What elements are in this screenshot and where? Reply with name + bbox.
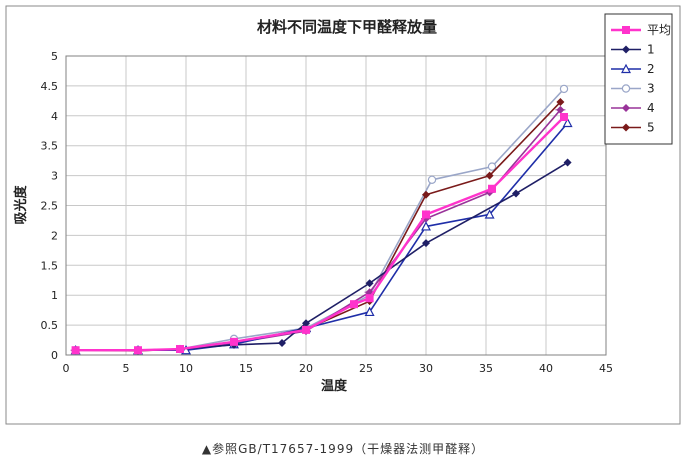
data-point <box>364 306 375 317</box>
chart-title: 材料不同温度下甲醛释放量 <box>257 18 437 36</box>
x-tick-label: 0 <box>63 362 70 375</box>
data-point <box>422 190 430 199</box>
x-tick-label: 5 <box>123 362 130 375</box>
data-point <box>488 184 496 193</box>
y-tick-label: 2 <box>51 229 58 242</box>
y-tick-label: 0 <box>51 349 58 362</box>
data-point <box>512 189 520 198</box>
x-tick-label: 40 <box>539 362 553 375</box>
legend-item: 2 <box>611 62 655 76</box>
y-tick-label: 2.5 <box>41 200 59 213</box>
data-point <box>422 239 430 248</box>
data-point <box>562 117 573 128</box>
legend-item: 4 <box>611 101 655 115</box>
data-point <box>556 98 565 107</box>
x-tick-label: 35 <box>479 362 493 375</box>
series-group <box>70 84 573 355</box>
series-line <box>75 116 565 352</box>
y-tick-label: 1 <box>51 289 58 302</box>
y-tick-label: 4.5 <box>41 80 59 93</box>
legend-label: 5 <box>647 121 655 135</box>
legend-label: 4 <box>647 101 655 115</box>
legend: 平均 1 2 3 4 5 <box>604 13 673 145</box>
legend-label: 平均 <box>647 23 671 37</box>
data-point <box>71 346 80 355</box>
data-point <box>365 279 374 288</box>
data-point <box>555 105 566 114</box>
data-point <box>484 209 495 219</box>
axis-ticks: 0 0.5 1 1.5 2 2.5 3 3.5 4 4.5 5 0 5 10 15 20 25 30 35 40 45 <box>41 50 614 375</box>
data-point <box>422 210 430 219</box>
data-point <box>176 345 184 354</box>
data-point <box>560 112 568 121</box>
data-point <box>427 175 437 184</box>
data-point <box>622 123 630 132</box>
legend-label: 1 <box>647 43 655 57</box>
data-point <box>487 162 497 171</box>
data-point <box>563 158 572 167</box>
legend-item: 5 <box>611 121 655 135</box>
x-tick-label: 30 <box>419 362 433 375</box>
data-point <box>278 339 286 348</box>
data-point <box>421 221 431 231</box>
legend-box <box>604 13 673 145</box>
data-point <box>622 45 630 54</box>
y-axis-label: 吸光度 <box>13 185 29 225</box>
data-point <box>622 26 630 34</box>
chart: 00.511.522.533.544.550 5 10 15 20 25 30 35 40 45 … <box>5 5 681 425</box>
data-point <box>350 300 358 309</box>
data-point <box>302 319 310 328</box>
legend-label: 2 <box>647 62 655 76</box>
legend-label: 3 <box>647 82 655 96</box>
data-point <box>365 294 374 303</box>
legend-item: 平均 <box>611 23 671 37</box>
y-tick-label: 4 <box>51 110 58 123</box>
data-point <box>302 325 310 334</box>
data-point <box>230 337 238 346</box>
figure-caption: ▲参照GB/T17657-1999（干燥器法测甲醛释） <box>201 442 485 456</box>
y-tick-label: 1.5 <box>41 259 59 272</box>
y-tick-label: 3 <box>51 170 58 183</box>
x-tick-label: 15 <box>239 362 253 375</box>
data-point <box>621 104 631 112</box>
y-tick-label: 3.5 <box>41 140 59 153</box>
x-tick-label: 10 <box>179 362 193 375</box>
legend-item: 3 <box>611 82 655 96</box>
x-tick-label: 45 <box>599 362 613 375</box>
x-axis-label: 温度 <box>321 378 348 394</box>
legend-items: 平均 1 2 3 4 5 <box>611 23 671 135</box>
x-tick-label: 20 <box>299 362 313 375</box>
data-point <box>134 346 142 355</box>
plot-area <box>65 55 607 356</box>
data-point <box>559 84 569 94</box>
chart-frame <box>5 5 681 425</box>
y-tick-label: 0.5 <box>41 319 59 332</box>
x-tick-label: 25 <box>359 362 373 375</box>
y-tick-label: 5 <box>51 50 58 63</box>
series-avg <box>71 112 568 355</box>
data-point <box>621 63 631 74</box>
data-point <box>621 84 631 93</box>
data-point <box>485 171 494 180</box>
legend-item: 1 <box>611 43 655 57</box>
